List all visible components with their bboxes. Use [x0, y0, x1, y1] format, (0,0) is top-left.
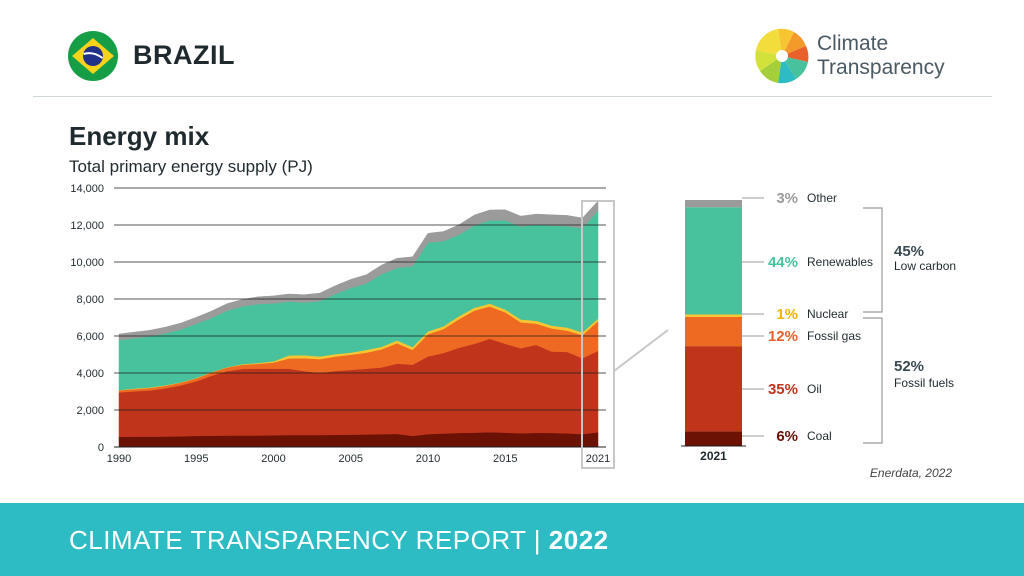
x-tick-label: 2021 [586, 453, 610, 465]
x-tick-label: 2005 [339, 453, 363, 465]
country-name: BRAZIL [133, 40, 235, 70]
segment-percent-other: 3% [776, 190, 798, 207]
group-percent: 52% [894, 358, 924, 375]
bracket-low-carbon [863, 207, 883, 313]
climate-transparency-logo-icon [755, 28, 809, 84]
bar-segment-coal [685, 431, 742, 446]
segment-label-coal: Coal [807, 429, 832, 443]
y-tick-label: 8,000 [76, 294, 104, 306]
bar-segment-fossil-gas [685, 316, 742, 347]
x-tick-label: 1995 [184, 453, 208, 465]
footer: CLIMATE TRANSPARENCY REPORT | 2022 [0, 503, 1024, 576]
brand-name: Climate Transparency [817, 32, 945, 80]
section-title: Energy mix [69, 121, 210, 151]
brazil-flag-icon [68, 31, 118, 81]
y-tick-label: 14,000 [70, 183, 104, 195]
footer-label: CLIMATE TRANSPARENCY REPORT [69, 525, 527, 555]
group-label: Fossil fuels [894, 376, 954, 390]
y-tick-label: 2,000 [76, 405, 104, 417]
segment-percent-nuclear: 1% [776, 306, 798, 323]
y-tick-label: 12,000 [70, 220, 104, 232]
bar-segment-other [685, 200, 742, 208]
bar-segment-renewables [685, 207, 742, 315]
section-subtitle: Total primary energy supply (PJ) [69, 157, 313, 176]
segment-label-renewables: Renewables [807, 255, 873, 269]
x-tick-label: 2010 [416, 453, 440, 465]
segment-label-other: Other [807, 191, 837, 205]
source-note: Enerdata, 2022 [869, 466, 952, 480]
bracket-fossil-fuels [863, 317, 883, 444]
brand-line-2: Transparency [817, 56, 945, 79]
x-tick-label: 2015 [493, 453, 517, 465]
brand-line-1: Climate [817, 32, 889, 55]
highlight-connector [613, 329, 669, 372]
area-other [118, 200, 599, 341]
segment-percent-fossil-gas: 12% [768, 328, 798, 345]
footer-title: CLIMATE TRANSPARENCY REPORT | 2022 [69, 525, 609, 556]
y-tick-label: 4,000 [76, 368, 104, 380]
y-tick-label: 10,000 [70, 257, 104, 269]
highlight-2021-box [581, 200, 615, 469]
bar-category-label: 2021 [700, 449, 727, 463]
header-divider [33, 96, 992, 97]
segment-percent-oil: 35% [768, 381, 798, 398]
energy-mix-chart: 0 2,000 4,000 6,000 8,000 10,000 12,000 14,000 1… [70, 183, 956, 469]
bar-segment-nuclear [685, 314, 742, 317]
y-tick-label: 6,000 [76, 331, 104, 343]
segment-label-nuclear: Nuclear [807, 307, 848, 321]
x-tick-label: 2000 [261, 453, 285, 465]
y-tick-label: 0 [98, 442, 104, 454]
header: BRAZIL Climate Transparency [0, 0, 1024, 97]
segment-label-oil: Oil [807, 382, 822, 396]
group-percent: 45% [894, 243, 924, 260]
group-label: Low carbon [894, 259, 956, 273]
segment-percent-renewables: 44% [768, 254, 798, 271]
segment-percent-coal: 6% [776, 428, 798, 445]
segment-label-fossil-gas: Fossil gas [807, 329, 861, 343]
footer-separator: | [533, 525, 542, 555]
x-tick-label: 1990 [107, 453, 131, 465]
bar-segment-oil [685, 346, 742, 432]
footer-year: 2022 [548, 525, 609, 555]
